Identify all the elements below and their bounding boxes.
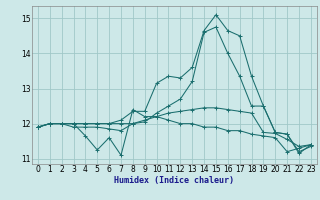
X-axis label: Humidex (Indice chaleur): Humidex (Indice chaleur) [115,176,234,185]
